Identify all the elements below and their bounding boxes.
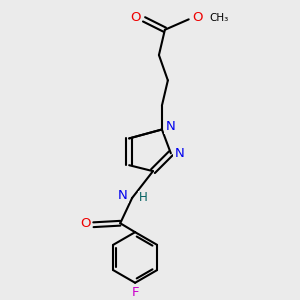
Text: O: O [130, 11, 140, 24]
Text: O: O [80, 217, 90, 230]
Text: N: N [118, 189, 128, 202]
Text: F: F [131, 286, 139, 299]
Text: N: N [174, 147, 184, 160]
Text: O: O [192, 11, 202, 24]
Text: H: H [139, 191, 147, 204]
Text: CH₃: CH₃ [209, 13, 229, 23]
Text: N: N [165, 120, 175, 133]
